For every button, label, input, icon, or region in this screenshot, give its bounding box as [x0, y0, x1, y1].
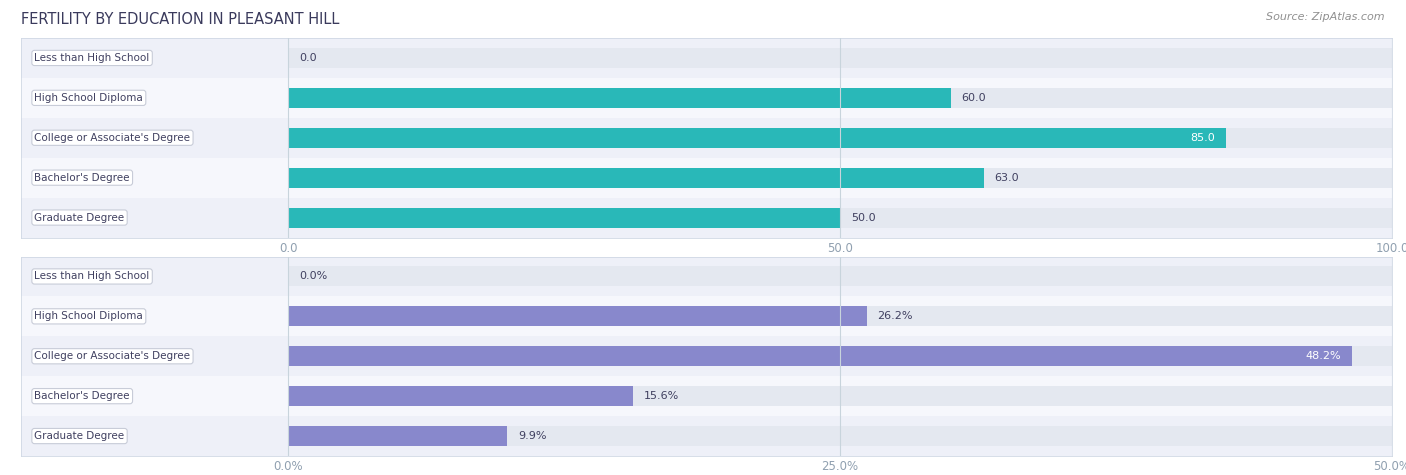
Bar	[21, 118, 1392, 158]
Bar	[288, 128, 1226, 148]
Text: High School Diploma: High School Diploma	[35, 93, 143, 103]
Bar	[288, 88, 1392, 108]
Bar	[288, 208, 841, 228]
Text: 63.0: 63.0	[994, 172, 1019, 183]
Text: 15.6%: 15.6%	[644, 391, 679, 401]
Text: 50.0: 50.0	[851, 212, 876, 223]
Bar	[288, 426, 1392, 446]
Bar	[288, 306, 866, 326]
Bar	[21, 296, 1392, 336]
Text: Less than High School: Less than High School	[35, 53, 149, 63]
Bar	[21, 38, 1392, 78]
Text: 85.0: 85.0	[1191, 133, 1215, 143]
Bar	[21, 336, 1392, 376]
Text: Graduate Degree: Graduate Degree	[35, 212, 125, 223]
Bar	[288, 306, 1392, 326]
Text: Graduate Degree: Graduate Degree	[35, 431, 125, 441]
Text: High School Diploma: High School Diploma	[35, 311, 143, 322]
Text: Bachelor's Degree: Bachelor's Degree	[35, 172, 129, 183]
Bar	[288, 386, 1392, 406]
Text: 0.0: 0.0	[299, 53, 316, 63]
Bar	[21, 198, 1392, 238]
Text: 9.9%: 9.9%	[517, 431, 547, 441]
Text: 48.2%: 48.2%	[1306, 351, 1341, 361]
Text: College or Associate's Degree: College or Associate's Degree	[35, 351, 190, 361]
Bar	[21, 78, 1392, 118]
Bar	[288, 168, 1392, 188]
Bar	[288, 426, 508, 446]
Text: 26.2%: 26.2%	[877, 311, 912, 322]
Bar	[288, 88, 950, 108]
Bar	[21, 256, 1392, 296]
Text: FERTILITY BY EDUCATION IN PLEASANT HILL: FERTILITY BY EDUCATION IN PLEASANT HILL	[21, 12, 339, 27]
Bar	[288, 266, 1392, 286]
Bar	[288, 346, 1392, 366]
Text: Bachelor's Degree: Bachelor's Degree	[35, 391, 129, 401]
Bar	[21, 416, 1392, 456]
Bar	[288, 386, 633, 406]
Bar	[288, 208, 1392, 228]
Text: Source: ZipAtlas.com: Source: ZipAtlas.com	[1267, 12, 1385, 22]
Text: 0.0%: 0.0%	[299, 271, 328, 282]
Text: College or Associate's Degree: College or Associate's Degree	[35, 133, 190, 143]
Text: 60.0: 60.0	[962, 93, 986, 103]
Bar	[21, 158, 1392, 198]
Bar	[288, 128, 1392, 148]
Bar	[288, 346, 1353, 366]
Bar	[288, 168, 984, 188]
Text: Less than High School: Less than High School	[35, 271, 149, 282]
Bar	[288, 48, 1392, 68]
Bar	[21, 376, 1392, 416]
